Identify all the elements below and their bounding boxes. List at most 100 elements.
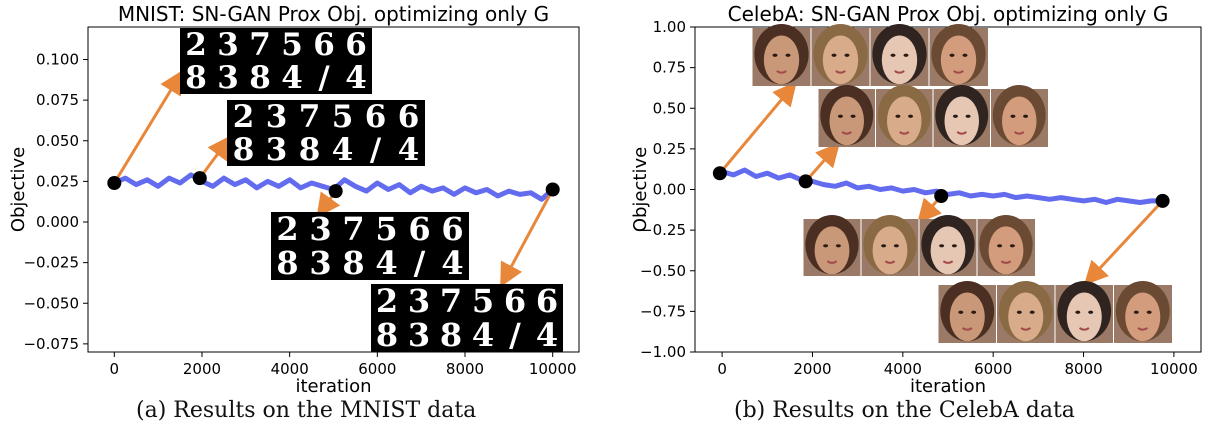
face-eye — [971, 310, 977, 314]
face-eye — [939, 244, 945, 248]
face-eye — [893, 244, 899, 248]
mnist-x-tick-label: 2000 — [183, 360, 221, 378]
face-eye — [908, 114, 914, 118]
mnist-x-tick-label: 6000 — [358, 360, 396, 378]
mnist-checkpoint-marker — [192, 171, 207, 186]
mnist-digit: 4 — [472, 316, 494, 354]
face-mouth — [776, 70, 787, 74]
face-eye — [951, 244, 957, 248]
face-eye — [831, 53, 837, 57]
celeba-y-tick-label: 1.00 — [653, 18, 686, 36]
celeba-y-tick-label: −0.75 — [640, 302, 686, 320]
face-mouth — [956, 131, 967, 135]
face-eye — [835, 244, 841, 248]
face-mouth — [894, 70, 905, 74]
face-mouth — [953, 70, 964, 74]
celeba-x-tick-label: 0 — [717, 360, 727, 378]
face-eye — [1133, 310, 1139, 314]
mnist-digit: 3 — [309, 210, 331, 248]
face-skin — [814, 226, 850, 275]
celeba-sample-inset — [751, 23, 988, 86]
face-eye — [1088, 310, 1094, 314]
mnist-digit: 2 — [376, 282, 398, 320]
celeba-checkpoint-marker — [1155, 193, 1170, 208]
face-eye — [850, 114, 856, 118]
mnist-digit: 6 — [408, 210, 430, 248]
mnist-digit: 8 — [299, 132, 321, 168]
celeba-y-tick-label: 0.25 — [653, 140, 686, 158]
mnist-checkpoint-marker — [545, 182, 560, 197]
celeba-x-tick-label: 4000 — [884, 360, 922, 378]
mnist-sample-inset: 2 3 7 5 6 68 3 8 4/4 — [180, 27, 372, 96]
face-eye — [1023, 114, 1029, 118]
celeba-y-tick-label: −0.50 — [640, 262, 686, 280]
face-skin — [949, 292, 985, 342]
mnist-digit: 8 — [376, 316, 398, 354]
face-eye — [844, 53, 850, 57]
mnist-x-axis-label: iteration — [295, 376, 371, 397]
mnist-digit: 4 — [441, 244, 463, 282]
celeba-x-tick-label: 2000 — [793, 360, 831, 378]
mnist-y-tick-label: −0.075 — [23, 335, 79, 353]
face-skin — [988, 226, 1024, 275]
face-eye — [958, 310, 964, 314]
face-eye — [1009, 244, 1015, 248]
caption-celeba: (b) Results on the CelebA data — [734, 398, 1075, 423]
celeba-x-tick-label: 8000 — [1064, 360, 1102, 378]
face-mouth — [1014, 131, 1025, 135]
face-mouth — [1137, 327, 1149, 331]
celeba-checkpoint-marker — [712, 166, 727, 181]
mnist-digit: 7 — [299, 99, 321, 135]
face-eye — [890, 53, 896, 57]
celeba-chart: CelebA: SN-GAN Prox Obj. optimizing only… — [630, 2, 1202, 397]
mnist-x-tick-label: 8000 — [446, 360, 484, 378]
face-mouth — [841, 131, 852, 135]
mnist-digit: 7 — [440, 282, 462, 320]
mnist-digit: / — [509, 316, 521, 354]
celeba-checkpoint-marker — [798, 174, 813, 189]
mnist-digit: 3 — [217, 27, 239, 63]
mnist-sample-image — [227, 100, 425, 166]
celeba-checkpoint-marker — [934, 189, 949, 203]
mnist-sample-image — [271, 212, 469, 280]
mnist-checkpoint-marker — [107, 176, 122, 190]
mnist-x-tick-label: 10000 — [529, 360, 577, 378]
mnist-y-tick-label: 0.075 — [36, 91, 79, 109]
mnist-digit: 5 — [375, 210, 397, 248]
face-skin — [829, 96, 864, 146]
mnist-digit: 2 — [276, 210, 298, 248]
mnist-digit: 5 — [281, 27, 303, 63]
face-skin — [1066, 292, 1102, 342]
face-mouth — [835, 70, 846, 74]
mnist-arrow — [198, 135, 232, 180]
mnist-x-tick-label: 4000 — [271, 360, 309, 378]
mnist-digit: 8 — [185, 60, 207, 96]
mnist-digit: 6 — [536, 282, 558, 320]
mnist-chart: MNIST: SN-GAN Prox Obj. optimizing only … — [8, 2, 580, 397]
celeba-arrow — [1083, 199, 1164, 286]
celeba-y-axis-label: Objective — [630, 147, 651, 232]
caption-mnist: (a) Results on the MNIST data — [136, 398, 477, 423]
face-eye — [952, 114, 958, 118]
mnist-digit: 8 — [276, 244, 298, 282]
face-eye — [837, 114, 843, 118]
face-eye — [1075, 310, 1081, 314]
mnist-digit: 3 — [217, 60, 239, 96]
mnist-digit: 8 — [233, 132, 255, 168]
mnist-checkpoint-marker — [328, 184, 343, 199]
face-eye — [785, 53, 791, 57]
celeba-y-tick-label: 0.00 — [653, 181, 686, 199]
celeba-y-tick-label: 0.75 — [653, 59, 686, 77]
face-skin — [1008, 292, 1044, 342]
face-mouth — [961, 327, 973, 331]
mnist-sample-inset: 2 3 7 5 6 68 3 8 4/4 — [271, 210, 469, 282]
face-mouth — [942, 260, 954, 264]
face-eye — [1016, 310, 1022, 314]
mnist-digit: 8 — [249, 60, 271, 96]
mnist-digit: 8 — [440, 316, 462, 354]
mnist-x-tick-label: 0 — [110, 360, 120, 378]
face-skin — [763, 35, 800, 85]
celeba-sample-inset — [817, 84, 1048, 147]
mnist-y-tick-label: 0.100 — [36, 51, 79, 69]
mnist-digit: 5 — [332, 99, 354, 135]
